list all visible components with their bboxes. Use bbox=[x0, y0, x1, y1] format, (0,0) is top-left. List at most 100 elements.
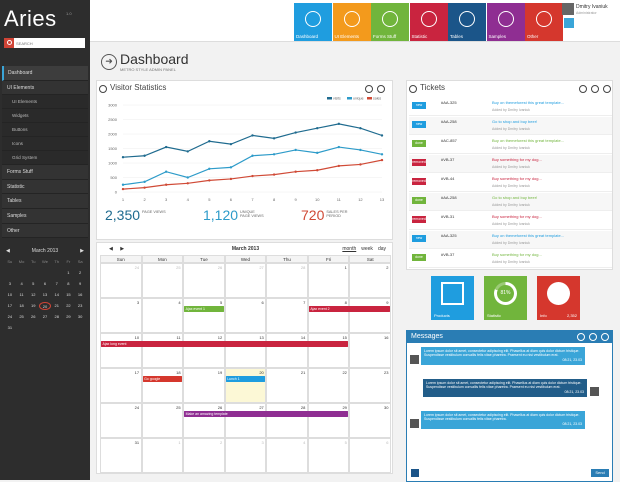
calendar-event[interactable]: Lunch 1 bbox=[225, 376, 266, 382]
ticket-title[interactable]: Buy something for my dog... bbox=[492, 214, 542, 219]
series-point-sales[interactable] bbox=[272, 173, 276, 176]
info-icon[interactable] bbox=[579, 85, 587, 93]
sidebar-item-buttons[interactable]: Buttons bbox=[2, 123, 88, 138]
calendar-day[interactable]: 10 bbox=[100, 333, 142, 368]
series-point-sales[interactable] bbox=[294, 170, 297, 173]
sidebar-item-grid-system[interactable]: Grid System bbox=[2, 150, 88, 165]
attach-icon[interactable] bbox=[411, 469, 419, 477]
series-point-unique[interactable] bbox=[186, 176, 189, 179]
mini-calendar-day[interactable]: 28 bbox=[54, 314, 59, 319]
mini-calendar-day[interactable]: 30 bbox=[77, 314, 83, 319]
series-point-visits[interactable] bbox=[143, 154, 146, 157]
refresh-icon[interactable] bbox=[591, 85, 599, 93]
sidebar-item-widgets[interactable]: Widgets bbox=[2, 109, 88, 124]
sidebar-item-ui-elements[interactable]: UI Elements bbox=[2, 95, 88, 110]
ticket-title[interactable]: Buy on themeforest this great template..… bbox=[492, 138, 565, 143]
ticket-title[interactable]: Buy on themeforest this great template..… bbox=[492, 233, 565, 238]
tile-other[interactable]: Other bbox=[525, 3, 563, 41]
series-point-visits[interactable] bbox=[164, 145, 168, 149]
ticket-row[interactable]: done #AA-258 Go to shop and buy beer! Added… bbox=[409, 193, 612, 211]
mini-calendar-day[interactable]: 18 bbox=[19, 303, 24, 308]
mini-calendar-day[interactable]: 11 bbox=[19, 292, 24, 297]
ticket-title[interactable]: Go to shop and buy beer! bbox=[492, 195, 538, 200]
series-point-unique[interactable] bbox=[251, 154, 254, 157]
calendar-event[interactable]: Ajax long event bbox=[101, 341, 349, 347]
mini-calendar-day[interactable]: 9 bbox=[79, 281, 82, 286]
mini-calendar-day[interactable]: 2 bbox=[79, 270, 82, 275]
series-point-unique[interactable] bbox=[208, 167, 211, 170]
calendar-day[interactable]: 9 bbox=[349, 298, 391, 333]
stat-tile-products[interactable]: Products bbox=[431, 276, 474, 320]
calendar-day[interactable]: 3 bbox=[224, 438, 267, 473]
mini-calendar-day[interactable]: 22 bbox=[66, 303, 71, 308]
series-point-sales[interactable] bbox=[380, 158, 384, 162]
series-point-visits[interactable] bbox=[186, 150, 189, 153]
info-icon[interactable] bbox=[577, 333, 585, 341]
calendar-day[interactable]: 20 bbox=[224, 368, 267, 403]
close-icon[interactable] bbox=[601, 333, 609, 341]
calendar-day[interactable]: 29 bbox=[307, 403, 350, 438]
sidebar-item-forms-stuff[interactable]: Forms Stuff bbox=[2, 164, 88, 180]
calendar-prev-icon[interactable]: ◀ bbox=[109, 246, 113, 252]
calendar-day[interactable]: 22 bbox=[307, 368, 350, 403]
series-point-unique[interactable] bbox=[164, 170, 168, 173]
calendar-view-month[interactable]: month bbox=[342, 246, 357, 252]
series-point-sales[interactable] bbox=[316, 169, 319, 172]
calendar-event[interactable]: Ajax event 2 bbox=[308, 306, 390, 312]
calendar-day[interactable]: 25 bbox=[141, 263, 184, 298]
series-point-sales[interactable] bbox=[359, 163, 362, 166]
mini-calendar-day[interactable]: 6 bbox=[43, 281, 47, 286]
mini-calendar-day[interactable]: 21 bbox=[54, 303, 59, 308]
series-point-visits[interactable] bbox=[380, 134, 384, 137]
close-icon[interactable] bbox=[603, 85, 611, 93]
mini-calendar-day[interactable]: 13 bbox=[42, 292, 48, 297]
calendar-day[interactable]: 19 bbox=[183, 368, 225, 403]
mini-calendar-day[interactable]: 16 bbox=[77, 292, 83, 297]
sidebar-item-other[interactable]: Other bbox=[2, 223, 88, 239]
calendar-day[interactable]: 27 bbox=[224, 403, 267, 438]
calendar-day[interactable]: 11 bbox=[141, 333, 184, 368]
calendar-day[interactable]: 6 bbox=[349, 438, 391, 473]
mini-calendar-day[interactable]: 12 bbox=[31, 292, 36, 297]
tile-forms-stuff[interactable]: Forms Stuff bbox=[371, 3, 409, 41]
calendar-day[interactable]: 15 bbox=[307, 333, 350, 368]
calendar-day[interactable]: 25 bbox=[141, 403, 184, 438]
tile-dashboard[interactable]: Dashboard bbox=[294, 3, 332, 41]
tile-samples[interactable]: Samples bbox=[486, 3, 525, 41]
mini-calendar-day[interactable]: 19 bbox=[31, 303, 36, 308]
series-point-unique[interactable] bbox=[143, 180, 146, 184]
series-point-visits[interactable] bbox=[229, 142, 233, 146]
calendar-day[interactable]: 14 bbox=[266, 333, 308, 368]
series-point-unique[interactable] bbox=[316, 151, 319, 155]
series-point-unique[interactable] bbox=[294, 148, 297, 152]
calendar-day[interactable]: 26 bbox=[183, 403, 225, 438]
calendar-day[interactable]: 8 bbox=[307, 298, 350, 333]
series-point-sales[interactable] bbox=[186, 182, 189, 185]
series-point-sales[interactable] bbox=[251, 174, 254, 178]
tile-statistic[interactable]: Statistic bbox=[409, 3, 448, 41]
mini-calendar-day[interactable]: 27 bbox=[42, 314, 48, 319]
tile-tables[interactable]: Tables bbox=[448, 3, 486, 41]
mini-calendar-day[interactable]: 31 bbox=[7, 325, 13, 330]
calendar-day[interactable]: 30 bbox=[349, 403, 391, 438]
series-point-sales[interactable] bbox=[229, 177, 233, 181]
calendar-day[interactable]: 2 bbox=[349, 263, 391, 298]
calendar-day[interactable]: 23 bbox=[349, 368, 391, 403]
mini-calendar-day[interactable]: 26 bbox=[31, 314, 36, 319]
series-point-sales[interactable] bbox=[208, 179, 211, 182]
calendar-day[interactable]: 18 bbox=[141, 368, 184, 403]
stat-tile-info[interactable]: Info 2,352 bbox=[537, 276, 580, 320]
ticket-row[interactable]: removed #VB-31 Buy something for my dog...… bbox=[409, 212, 612, 230]
mini-calendar-next-icon[interactable]: ▶ bbox=[80, 248, 84, 254]
calendar-day[interactable]: 31 bbox=[100, 438, 142, 473]
calendar-day[interactable]: 6 bbox=[224, 298, 267, 333]
mini-calendar-day[interactable]: 29 bbox=[66, 314, 71, 319]
mini-calendar-day[interactable]: 15 bbox=[66, 292, 71, 297]
ticket-title[interactable]: Buy something for my dog... bbox=[492, 157, 542, 162]
calendar-event[interactable]: Ajax event 1 bbox=[184, 306, 224, 312]
back-arrow-icon[interactable]: ➜ bbox=[101, 54, 117, 70]
mini-calendar-day[interactable]: 25 bbox=[19, 314, 24, 319]
calendar-day[interactable]: 21 bbox=[266, 368, 308, 403]
series-point-sales[interactable] bbox=[121, 187, 125, 191]
calendar-day[interactable]: 17 bbox=[100, 368, 142, 403]
